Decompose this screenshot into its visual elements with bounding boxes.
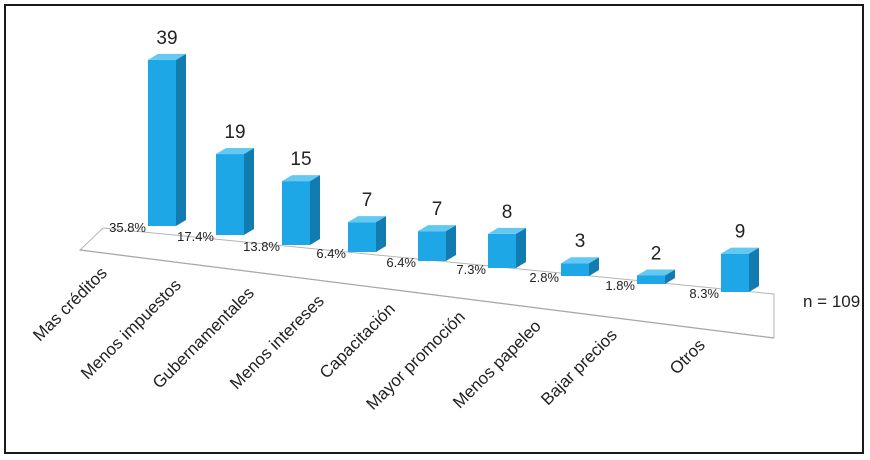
bar-side-face bbox=[749, 247, 759, 292]
category-label: Menos papeleo bbox=[449, 316, 545, 412]
bar-top-face bbox=[148, 53, 186, 60]
bar-front-face bbox=[282, 181, 310, 245]
bar-front-face bbox=[561, 263, 589, 276]
chart-floor bbox=[78, 227, 775, 339]
bar bbox=[348, 216, 386, 252]
bar-top-face bbox=[348, 216, 386, 223]
bar-percent-label: 17.4% bbox=[177, 229, 214, 244]
bar-percent-label: 13.8% bbox=[243, 239, 280, 254]
bar bbox=[282, 175, 320, 245]
sample-size-label: n = 109 bbox=[803, 292, 860, 311]
bar bbox=[488, 227, 526, 268]
bar bbox=[561, 257, 599, 276]
bar-top-face bbox=[216, 148, 254, 155]
bar-top-face bbox=[561, 257, 599, 264]
bar-count-label: 39 bbox=[156, 28, 177, 49]
bar-side-face bbox=[376, 216, 386, 252]
bar-side-face bbox=[446, 225, 456, 261]
bar-percent-label: 2.8% bbox=[529, 270, 559, 285]
bar-percent-label: 6.4% bbox=[316, 246, 346, 261]
category-label: Mas créditos bbox=[29, 263, 111, 345]
bar-side-face bbox=[176, 53, 186, 226]
bar-side-face bbox=[589, 257, 599, 276]
bar-front-face bbox=[348, 222, 376, 252]
bar-top-face bbox=[282, 175, 320, 182]
bar bbox=[418, 225, 456, 261]
bar bbox=[148, 53, 186, 226]
bars-group bbox=[148, 53, 759, 292]
bar-count-label: 7 bbox=[432, 199, 443, 220]
bar-front-face bbox=[637, 275, 665, 284]
bar-side-face bbox=[310, 175, 320, 245]
bar-percent-label: 7.3% bbox=[456, 262, 486, 277]
bar-count-label: 15 bbox=[290, 149, 311, 170]
bar-front-face bbox=[488, 233, 516, 268]
category-label: Otros bbox=[666, 335, 709, 378]
bar-count-label: 19 bbox=[224, 122, 245, 143]
chart-floor-front-edge bbox=[79, 249, 775, 339]
bar bbox=[216, 148, 254, 235]
bar-count-label: 9 bbox=[735, 222, 746, 243]
bar bbox=[721, 247, 759, 292]
bar-front-face bbox=[216, 154, 244, 235]
bar bbox=[637, 269, 675, 284]
bar-percent-label: 8.3% bbox=[689, 286, 719, 301]
category-label: Bajar precios bbox=[537, 325, 621, 409]
bar-side-face bbox=[516, 227, 526, 268]
bar-top-face bbox=[488, 227, 526, 234]
bar-count-label: 3 bbox=[575, 231, 586, 252]
bar-front-face bbox=[418, 231, 446, 261]
bar-percent-label: 1.8% bbox=[605, 278, 635, 293]
bar-count-label: 8 bbox=[502, 202, 513, 223]
bar-front-face bbox=[721, 253, 749, 292]
category-label: Capacitación bbox=[316, 299, 399, 382]
bar-count-label: 7 bbox=[362, 190, 373, 211]
bar-top-face bbox=[721, 247, 759, 254]
bar-top-face bbox=[418, 225, 456, 232]
bar-percent-label: 6.4% bbox=[386, 255, 416, 270]
bar-count-label: 2 bbox=[651, 243, 662, 264]
bar-side-face bbox=[244, 148, 254, 235]
labels-group: 39 35.8% 19 17.4% 15 13.8% 7 6.4% 7 6.4% 8 7.3% 3 2.8… bbox=[29, 28, 745, 414]
bar-side-face bbox=[665, 269, 675, 284]
bar-top-face bbox=[637, 269, 675, 276]
bar-front-face bbox=[148, 59, 176, 226]
bar-percent-label: 35.8% bbox=[109, 220, 146, 235]
